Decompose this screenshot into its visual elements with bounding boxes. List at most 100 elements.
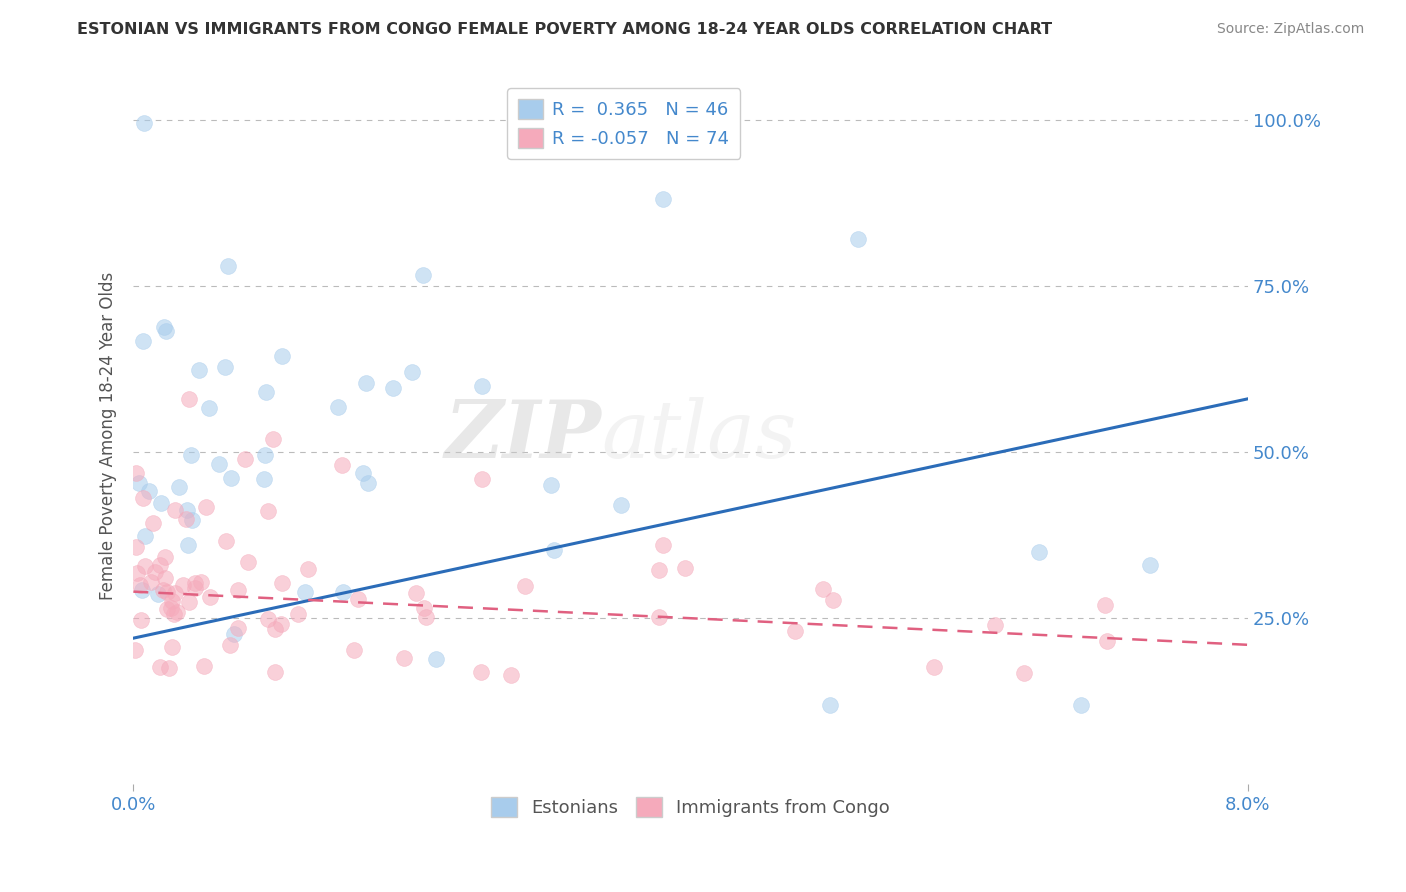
Point xyxy=(257,612,280,626)
Point xyxy=(157,661,180,675)
Point xyxy=(354,376,377,390)
Point xyxy=(149,496,172,510)
Point xyxy=(217,259,239,273)
Point xyxy=(648,610,671,624)
Point xyxy=(425,652,447,666)
Point xyxy=(252,472,274,486)
Point xyxy=(470,665,492,679)
Point xyxy=(412,601,434,615)
Point xyxy=(610,498,633,512)
Point xyxy=(648,563,671,577)
Point xyxy=(127,566,149,581)
Point xyxy=(156,585,179,599)
Point xyxy=(134,558,156,573)
Text: ZIP: ZIP xyxy=(444,397,602,475)
Point xyxy=(152,583,174,598)
Point xyxy=(401,365,423,379)
Point xyxy=(471,378,494,392)
Point xyxy=(131,582,153,597)
Point xyxy=(183,582,205,596)
Point xyxy=(287,607,309,621)
Point xyxy=(846,232,869,246)
Point xyxy=(501,668,523,682)
Point xyxy=(208,457,231,471)
Point xyxy=(165,502,187,516)
Point xyxy=(160,600,183,615)
Point xyxy=(236,556,259,570)
Point xyxy=(162,640,184,654)
Point xyxy=(226,621,249,635)
Point xyxy=(141,574,163,589)
Point xyxy=(356,475,378,490)
Point xyxy=(176,511,198,525)
Point xyxy=(540,478,562,492)
Point xyxy=(332,585,354,599)
Point xyxy=(156,602,179,616)
Point xyxy=(188,363,211,377)
Point xyxy=(149,558,172,572)
Point xyxy=(177,392,200,406)
Point xyxy=(180,448,202,462)
Point xyxy=(181,514,204,528)
Point xyxy=(128,475,150,490)
Text: atlas: atlas xyxy=(602,397,797,475)
Point xyxy=(128,578,150,592)
Point xyxy=(214,359,236,374)
Point xyxy=(1094,598,1116,612)
Point xyxy=(149,659,172,673)
Point xyxy=(254,448,277,462)
Point xyxy=(818,698,841,712)
Point xyxy=(392,651,415,665)
Point xyxy=(330,458,353,473)
Point xyxy=(513,579,536,593)
Point xyxy=(153,571,176,585)
Point xyxy=(264,622,287,636)
Point xyxy=(162,594,184,608)
Point xyxy=(673,561,696,575)
Point xyxy=(294,585,316,599)
Point xyxy=(163,607,186,622)
Point xyxy=(177,538,200,552)
Point xyxy=(131,491,153,505)
Point xyxy=(263,665,285,679)
Point xyxy=(132,334,155,349)
Point xyxy=(143,565,166,579)
Point xyxy=(228,583,250,598)
Point xyxy=(1014,665,1036,680)
Point xyxy=(129,613,152,627)
Point xyxy=(142,516,165,530)
Point xyxy=(412,268,434,282)
Point xyxy=(165,585,187,599)
Point xyxy=(471,472,494,486)
Point xyxy=(651,538,673,552)
Point xyxy=(215,534,238,549)
Point xyxy=(193,658,215,673)
Point xyxy=(405,586,427,600)
Point xyxy=(177,595,200,609)
Point xyxy=(222,626,245,640)
Point xyxy=(190,574,212,589)
Point xyxy=(256,504,278,518)
Point xyxy=(651,193,673,207)
Point xyxy=(347,592,370,607)
Point xyxy=(125,466,148,480)
Point xyxy=(1070,698,1092,712)
Point xyxy=(218,638,240,652)
Point xyxy=(198,401,221,415)
Point xyxy=(1139,558,1161,572)
Point xyxy=(352,467,374,481)
Point xyxy=(297,562,319,576)
Point xyxy=(326,401,349,415)
Point xyxy=(811,582,834,597)
Point xyxy=(262,432,284,446)
Point xyxy=(194,500,217,515)
Point xyxy=(153,549,176,564)
Point xyxy=(1028,545,1050,559)
Legend: Estonians, Immigrants from Congo: Estonians, Immigrants from Congo xyxy=(484,790,897,824)
Text: ESTONIAN VS IMMIGRANTS FROM CONGO FEMALE POVERTY AMONG 18-24 YEAR OLDS CORRELATI: ESTONIAN VS IMMIGRANTS FROM CONGO FEMALE… xyxy=(77,22,1053,37)
Point xyxy=(134,529,156,543)
Point xyxy=(167,480,190,494)
Point xyxy=(172,578,194,592)
Point xyxy=(343,642,366,657)
Point xyxy=(984,617,1007,632)
